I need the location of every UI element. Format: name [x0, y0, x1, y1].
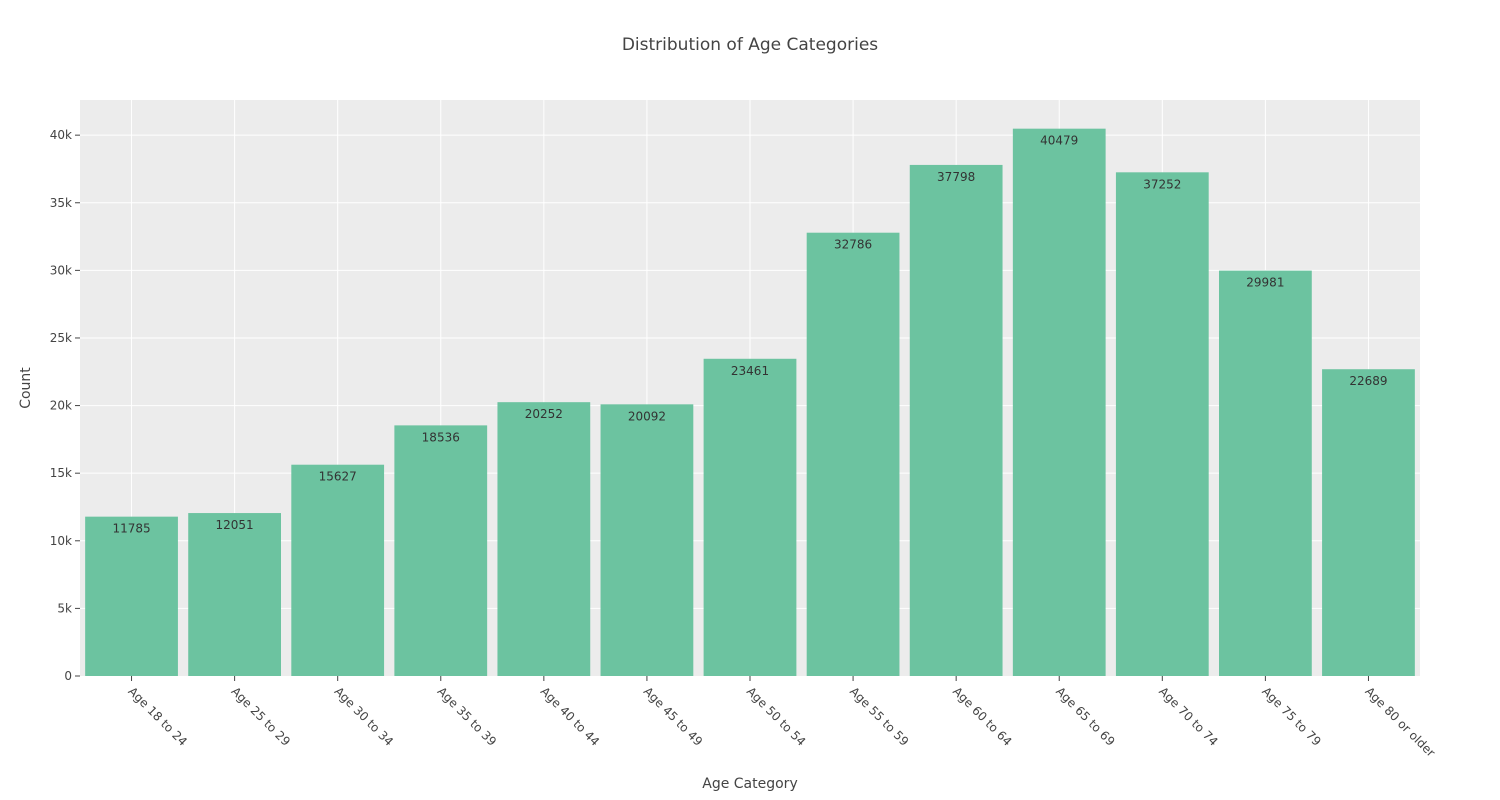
- x-tick-label: Age 18 to 24: [125, 684, 190, 749]
- y-tick-label: 35k: [50, 196, 72, 210]
- bar-value-label: 20252: [525, 407, 563, 421]
- bar[interactable]: [703, 358, 797, 676]
- bar[interactable]: [497, 402, 591, 676]
- bar-value-label: 22689: [1349, 374, 1387, 388]
- bar[interactable]: [394, 425, 488, 676]
- bar-value-label: 37798: [937, 170, 975, 184]
- bar[interactable]: [1219, 270, 1312, 676]
- bar-value-label: 29981: [1246, 276, 1284, 290]
- bar[interactable]: [188, 513, 281, 676]
- bar-value-label: 37252: [1143, 177, 1181, 191]
- y-axis-ticks: 0 5k 10k 15k 20k 25k 30k 35k 40k: [50, 128, 80, 683]
- bar[interactable]: [600, 404, 694, 676]
- bar[interactable]: [85, 516, 178, 676]
- bar-value-label: 11785: [112, 522, 150, 536]
- y-tick-label: 20k: [50, 399, 72, 413]
- bar[interactable]: [909, 164, 1003, 676]
- bar-value-label: 20092: [628, 409, 666, 423]
- bar-value-label: 23461: [731, 364, 769, 378]
- x-tick-label: Age 45 to 49: [641, 684, 706, 749]
- x-axis-title: Age Category: [702, 776, 797, 792]
- bar-value-label: 15627: [319, 470, 357, 484]
- y-tick-label: 40k: [50, 128, 72, 142]
- x-tick-label: Age 30 to 34: [332, 684, 397, 749]
- y-tick-label: 15k: [50, 466, 72, 480]
- bar-value-label: 12051: [216, 518, 254, 532]
- x-tick-label: Age 70 to 74: [1156, 684, 1221, 749]
- x-tick-label: Age 40 to 44: [538, 684, 603, 749]
- bar-value-label: 32786: [834, 238, 872, 252]
- x-tick-label: Age 60 to 64: [950, 684, 1015, 749]
- bar-value-label: 18536: [422, 430, 460, 444]
- bar[interactable]: [1322, 369, 1415, 676]
- bars: 11785 12051 15627 18536 20252 20092 23461 32786…: [85, 128, 1415, 677]
- bar[interactable]: [1115, 172, 1209, 677]
- y-axis-title: Count: [18, 367, 34, 409]
- x-tick-label: Age 55 to 59: [847, 684, 912, 749]
- x-tick-label: Age 80 or older: [1362, 684, 1438, 760]
- x-tick-label: Age 25 to 29: [228, 684, 293, 749]
- y-tick-label: 25k: [50, 331, 72, 345]
- bar[interactable]: [291, 464, 385, 676]
- x-axis-ticks: Age 18 to 24 Age 25 to 29 Age 30 to 34 Age …: [125, 676, 1438, 760]
- y-tick-label: 10k: [50, 534, 72, 548]
- chart-title: Distribution of Age Categories: [622, 35, 878, 55]
- bar[interactable]: [806, 232, 900, 676]
- bar[interactable]: [1012, 128, 1106, 676]
- y-tick-label: 30k: [50, 263, 72, 277]
- y-tick-label: 5k: [57, 601, 72, 615]
- x-tick-label: Age 35 to 39: [435, 684, 500, 749]
- x-tick-label: Age 75 to 79: [1259, 684, 1324, 749]
- bar-value-label: 40479: [1040, 134, 1078, 148]
- x-tick-label: Age 65 to 69: [1053, 684, 1118, 749]
- x-tick-label: Age 50 to 54: [744, 684, 809, 749]
- y-tick-label: 0: [64, 669, 72, 683]
